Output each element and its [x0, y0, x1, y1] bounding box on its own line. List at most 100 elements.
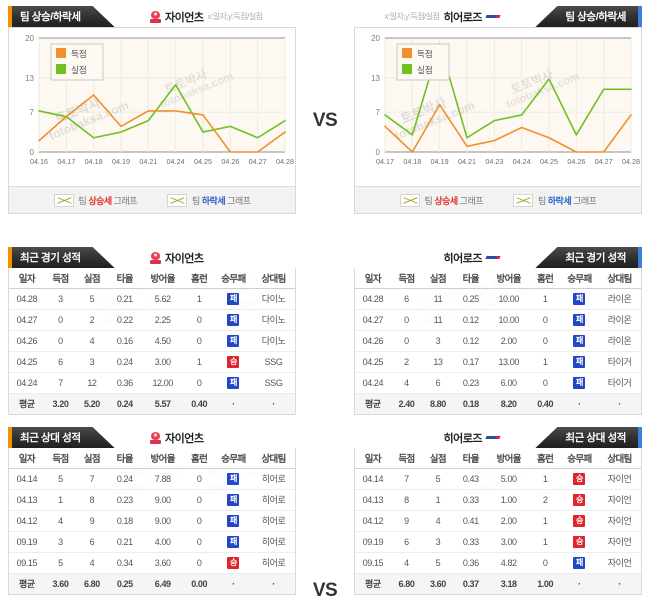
cell-date: 09.19 [355, 531, 391, 553]
table-row[interactable]: 04.26 0 3 0.12 2.00 0 패 라이온 [355, 330, 641, 352]
team-label-left: 자이언츠 x:일자,y:득점/실점 [150, 8, 263, 25]
cell-homerun: 1 [529, 531, 561, 553]
average-cell-5: 0.40 [529, 393, 561, 414]
recent-table-box-right: 일자 득점 실점 타율 방어율 홈런 승무패 상대팀 04.28 6 11 0.25 10.00 1 패 라이… [354, 268, 642, 415]
cell-batting-avg: 0.24 [107, 351, 142, 373]
table-row[interactable]: 04.14 5 7 0.24 7.88 0 패 히어로 [9, 468, 295, 490]
cell-era: 12.00 [141, 372, 184, 394]
line-chart-right: 토토박사 totobaksa.com 토토박사 totobaksa.com 0 7 13 20… [355, 28, 641, 180]
table-average-row: 평균 6.80 3.60 0.37 3.18 1.00 · · [355, 573, 641, 594]
accent-bar-right [638, 6, 642, 27]
average-cell-2: 6.80 [76, 573, 108, 594]
team-label-right: 히어로즈 x:일자,y:득점/실점 [384, 8, 500, 25]
cell-scored: 0 [44, 330, 77, 352]
cell-homerun: 0 [529, 309, 561, 331]
table-row[interactable]: 09.19 3 6 0.21 4.00 0 패 히어로 [9, 531, 295, 553]
cell-batting-avg: 0.12 [453, 330, 488, 352]
average-cell-3: 0.25 [107, 573, 142, 594]
col-header: 승무패 [560, 268, 599, 289]
table-row[interactable]: 04.14 7 5 0.43 5.00 1 승 자이언 [355, 468, 641, 490]
cell-result: 패 [560, 351, 599, 373]
table-row[interactable]: 04.25 6 3 0.24 3.00 1 승 SSG [9, 351, 295, 373]
table-row[interactable]: 04.28 3 5 0.21 5.62 1 패 다이노 [9, 288, 295, 310]
panel-header-h2h-left: 최근 상대 성적 자이언츠 [8, 427, 296, 448]
cell-opponent: 라이온 [598, 330, 641, 352]
cell-result: 패 [214, 489, 253, 511]
cell-scored: 6 [44, 351, 77, 373]
table-row[interactable]: 04.12 9 4 0.41 2.00 1 승 자이언 [355, 510, 641, 532]
svg-text:04.18: 04.18 [85, 157, 103, 166]
panel-title-recent-right: 최근 경기 성적 [565, 252, 626, 264]
cell-opponent: SSG [252, 351, 295, 373]
cell-date: 04.26 [9, 330, 45, 352]
vs-label-chart: VS [312, 110, 338, 131]
panel-tab-recent-right: 최근 경기 성적 [535, 247, 642, 268]
cell-allowed: 7 [76, 468, 108, 490]
table-header-row: 일자 득점 실점 타율 방어율 홈런 승무패 상대팀 [9, 268, 295, 289]
table-row[interactable]: 04.24 7 12 0.36 12.00 0 패 SSG [9, 372, 295, 394]
h2h-panel-left: 최근 상대 성적 자이언츠 일자 득점 실점 타율 방어율 홈런 승무패 상대팀 04.14 5 7… [8, 427, 296, 595]
uptrend-graph-button-right[interactable]: 팀 상승세 그래프 [399, 193, 484, 207]
table-average-row: 평균 2.40 8.80 0.18 8.20 0.40 · · [355, 393, 641, 414]
table-row[interactable]: 04.13 8 1 0.33 1.00 2 승 자이언 [355, 489, 641, 511]
cell-date: 04.27 [355, 309, 391, 331]
cell-opponent: 자이언 [598, 468, 641, 490]
average-cell-4: 5.57 [141, 393, 184, 414]
cell-date: 09.19 [9, 531, 45, 553]
table-row[interactable]: 04.13 1 8 0.23 9.00 0 패 히어로 [9, 489, 295, 511]
svg-text:04.24: 04.24 [513, 157, 531, 166]
cell-allowed: 2 [76, 309, 108, 331]
cell-homerun: 0 [529, 552, 561, 574]
team-label-recent-left: 자이언츠 [150, 249, 204, 266]
cell-homerun: 1 [529, 351, 561, 373]
downtrend-graph-button-right[interactable]: 팀 하락세 그래프 [513, 193, 597, 207]
col-header: 승무패 [214, 268, 253, 289]
cell-date: 04.28 [355, 288, 391, 310]
table-row[interactable]: 04.24 4 6 0.23 6.00 0 패 타이거 [355, 372, 641, 394]
status-badge: 패 [227, 493, 240, 506]
cell-homerun: 0 [529, 330, 561, 352]
table-row[interactable]: 04.27 0 11 0.12 10.00 0 패 라이온 [355, 309, 641, 331]
cell-batting-avg: 0.23 [107, 489, 142, 511]
cell-scored: 7 [44, 372, 77, 394]
average-cell-7: · [598, 393, 641, 414]
table-row[interactable]: 04.25 2 13 0.17 13.00 1 패 타이거 [355, 351, 641, 373]
cell-era: 9.00 [141, 510, 184, 532]
cell-batting-avg: 0.34 [107, 552, 142, 574]
table-row[interactable]: 04.12 4 9 0.18 9.00 0 패 히어로 [9, 510, 295, 532]
cell-homerun: 1 [183, 288, 215, 310]
cell-opponent: SSG [252, 372, 295, 394]
table-row[interactable]: 09.19 6 3 0.33 3.00 1 승 자이언 [355, 531, 641, 553]
recent-panel-right: 최근 경기 성적 히어로즈 일자 득점 실점 타율 방어율 홈런 승무패 상대팀 04.28 6 1… [354, 247, 642, 415]
table-row[interactable]: 04.27 0 2 0.22 2.25 0 패 다이노 [9, 309, 295, 331]
panel-header-right: 팀 상승/하락세 히어로즈 x:일자,y:득점/실점 [354, 6, 642, 27]
team-name-recent-left: 자이언츠 [165, 252, 204, 265]
panel-tab-h2h-right: 최근 상대 성적 [535, 427, 642, 448]
team-label-recent-right: 히어로즈 [444, 249, 500, 266]
recent-panel-left: 최근 경기 성적 자이언츠 일자 득점 실점 타율 방어율 홈런 승무패 상대팀 04.28 3 5… [8, 247, 296, 415]
cell-era: 6.00 [487, 372, 530, 394]
cell-date: 04.12 [355, 510, 391, 532]
cell-opponent: 다이노 [252, 309, 295, 331]
downtrend-graph-button-left[interactable]: 팀 하락세 그래프 [167, 193, 251, 207]
table-average-row: 평균 3.60 6.80 0.25 6.49 0.00 · · [9, 573, 295, 594]
table-row[interactable]: 04.26 0 4 0.16 4.50 0 패 다이노 [9, 330, 295, 352]
status-badge: 패 [573, 556, 586, 569]
uptrend-graph-button-left[interactable]: 팀 상승세 그래프 [53, 193, 138, 207]
team-name-h2h-left: 자이언츠 [165, 432, 204, 445]
svg-text:실점: 실점 [417, 65, 433, 75]
status-badge: 승 [573, 514, 586, 527]
table-row[interactable]: 09.15 5 4 0.34 3.60 0 승 히어로 [9, 552, 295, 574]
h2h-panel-right: 최근 상대 성적 히어로즈 일자 득점 실점 타율 방어율 홈런 승무패 상대팀 04.14 7 5… [354, 427, 642, 595]
table-row[interactable]: 09.15 4 5 0.36 4.82 0 패 자이언 [355, 552, 641, 574]
average-cell-1: 3.20 [44, 393, 77, 414]
status-badge: 패 [227, 514, 240, 527]
chart-box-right: 토토박사 totobaksa.com 토토박사 totobaksa.com 0 7 13 20… [354, 27, 642, 214]
col-header: 승무패 [560, 448, 599, 469]
cell-scored: 7 [390, 468, 423, 490]
table-row[interactable]: 04.28 6 11 0.25 10.00 1 패 라이온 [355, 288, 641, 310]
cell-homerun: 1 [529, 468, 561, 490]
cell-date: 09.15 [9, 552, 45, 574]
cell-allowed: 8 [76, 489, 108, 511]
